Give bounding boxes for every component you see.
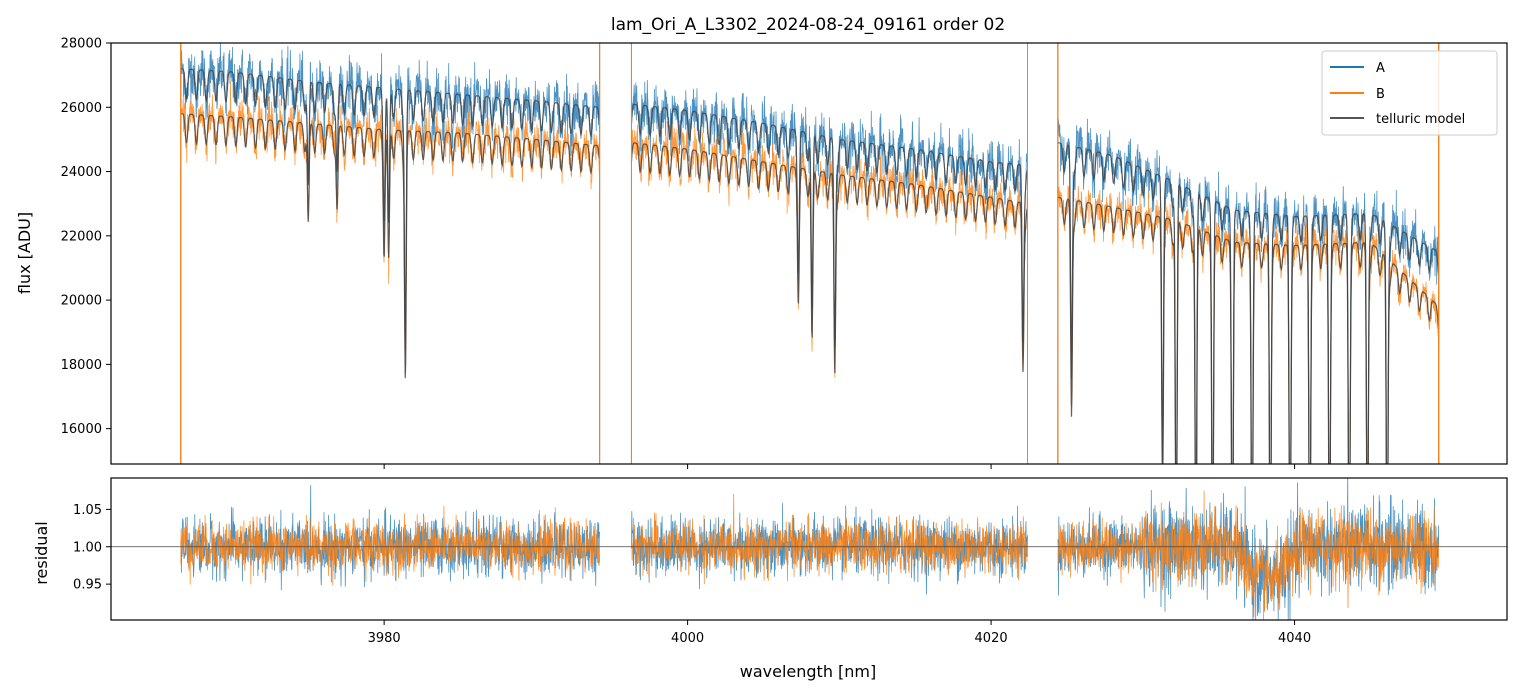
telluric-model-line-seg0	[180, 68, 600, 350]
b-residual-line-seg2	[1057, 490, 1440, 620]
top-y-tick-label: 26000	[61, 101, 102, 116]
top-y-tick-label: 18000	[61, 358, 102, 373]
bottom-y-tick-label: 0.95	[73, 578, 102, 593]
chart-title: lam_Ori_A_L3302_2024-08-24_09161 order 0…	[611, 15, 1005, 35]
telluric-model-line-seg2	[1057, 142, 1439, 464]
top-y-tick-label: 20000	[61, 294, 102, 309]
bottom-x-tick-label: 3980	[368, 631, 401, 646]
b-residual-line-seg1	[631, 493, 1028, 585]
bottom-y-tick-label: 1.00	[73, 540, 102, 555]
telluric-model-b-line-seg1	[630, 142, 1028, 374]
legend-label-b: B	[1376, 87, 1385, 102]
bottom-y-tick-label: 1.05	[73, 503, 102, 518]
top-y-tick-label: 24000	[61, 165, 102, 180]
bottom-x-tick-label: 4000	[671, 631, 704, 646]
top-panel: 16000 18000 20000 22000 24000 26000 28000 flux…	[15, 37, 1508, 469]
legend: A B telluric model	[1321, 50, 1498, 136]
bottom-plot-frame	[110, 477, 1508, 621]
top-y-tick-label: 28000	[61, 37, 102, 52]
b-residual-line-seg0	[180, 505, 600, 586]
top-y-tick-label: 22000	[61, 229, 102, 244]
bottom-panel: 0.95 1.00 1.05 3980 4000 4020 4040 residual w…	[32, 477, 1508, 681]
bottom-x-tick-label: 4040	[1278, 631, 1311, 646]
top-plot-frame	[110, 42, 1508, 465]
legend-box	[1321, 50, 1498, 136]
bottom-y-axis-label: residual	[32, 521, 51, 584]
a-spectrum-line-seg1	[631, 79, 1028, 353]
telluric-model-b-line-seg2	[1057, 196, 1439, 464]
legend-label-a: A	[1376, 61, 1385, 76]
legend-label-model: telluric model	[1376, 112, 1465, 127]
telluric-model-line-seg1	[630, 103, 1028, 347]
bottom-x-tick-label: 4020	[975, 631, 1008, 646]
a-residual-line-seg2	[1057, 478, 1440, 620]
top-y-axis-label: flux [ADU]	[15, 212, 34, 294]
x-axis-label: wavelength [nm]	[740, 662, 877, 681]
telluric-model-b-line-seg0	[180, 113, 600, 379]
top-y-tick-label: 16000	[61, 422, 102, 437]
